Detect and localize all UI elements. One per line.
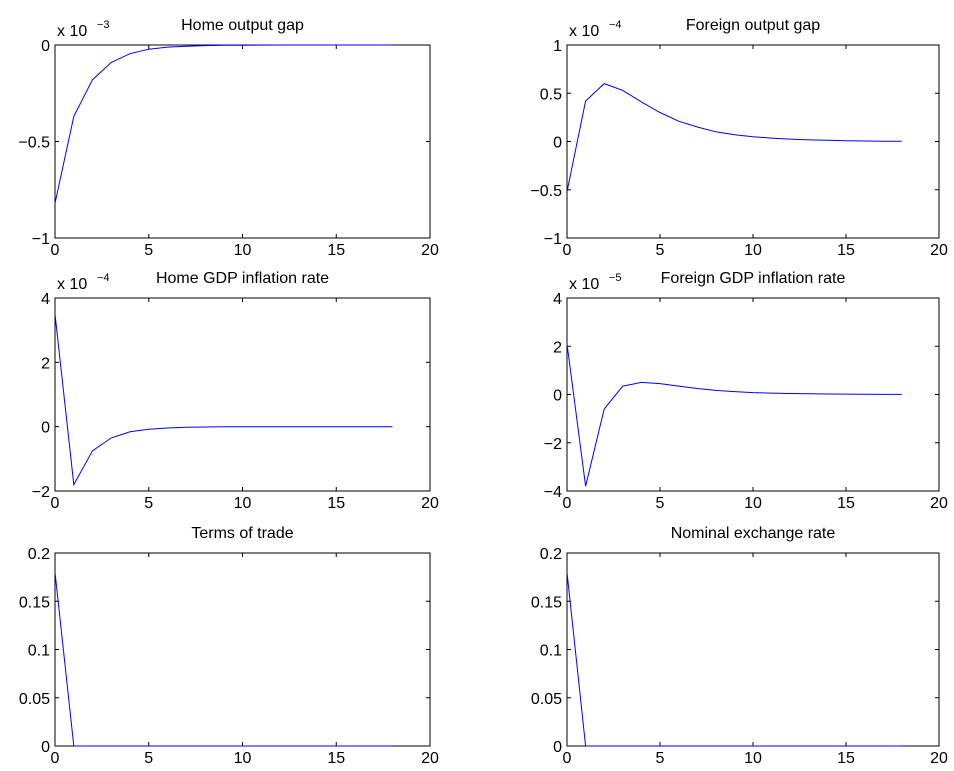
y-tick-label: 0.1 — [28, 643, 50, 660]
x-tick-label: 5 — [144, 242, 153, 259]
y-tick-label: 4 — [553, 291, 562, 308]
chart-title: Home GDP inflation rate — [156, 270, 329, 287]
y-tick-label: −0.5 — [18, 135, 50, 152]
x-tick-label: 15 — [837, 242, 855, 259]
x-tick-label: 0 — [563, 242, 572, 259]
chart-title: Foreign GDP inflation rate — [661, 270, 846, 287]
y-tick-label: 0 — [41, 38, 50, 55]
axis-exponent-power: −4 — [609, 19, 622, 31]
x-tick-label: 0 — [563, 495, 572, 512]
series-line — [566, 343, 902, 487]
y-tick-label: 0.05 — [19, 691, 50, 708]
x-tick-label: 10 — [744, 495, 762, 512]
y-tick-label: 2 — [553, 339, 562, 356]
x-tick-label: 5 — [656, 750, 665, 767]
y-tick-label: 0 — [553, 388, 562, 405]
axis-exponent-power: −5 — [609, 272, 622, 284]
axis-exponent-power: −4 — [97, 272, 110, 284]
x-tick-label: 5 — [656, 242, 665, 259]
y-tick-label: 0 — [553, 135, 562, 152]
y-tick-label: 0.5 — [540, 86, 562, 103]
x-tick-label: 10 — [744, 750, 762, 767]
plot-area — [54, 297, 431, 492]
x-tick-label: 10 — [744, 242, 762, 259]
y-tick-label: 0 — [553, 739, 562, 756]
axis-exponent-label: x 10 — [57, 276, 87, 293]
chart-panel-5: 0 5 10 15 20 0 0.05 0.1 0.15 0.2 Terms of trade — [19, 525, 439, 767]
x-tick-label: 20 — [930, 750, 948, 767]
x-tick-label: 10 — [234, 750, 252, 767]
y-tick-label: −4 — [544, 484, 562, 501]
series-line — [566, 572, 902, 747]
chart-panel-2: 0 5 10 15 20 −1 −0.5 0 0.5 1 x 10 −4 Foreign output … — [530, 17, 948, 259]
axis-exponent-label: x 10 — [569, 23, 599, 40]
x-tick-label: 20 — [930, 495, 948, 512]
chart-panel-4: 0 5 10 15 20 −4 −2 0 2 4 x 10 −5 Foreign GDP inflati… — [544, 270, 948, 512]
x-tick-label: 15 — [327, 750, 345, 767]
y-tick-label: 4 — [41, 291, 50, 308]
chart-title: Nominal exchange rate — [671, 525, 836, 542]
x-tick-label: 10 — [234, 242, 252, 259]
y-tick-label: −1 — [544, 231, 562, 248]
y-tick-label: 0.15 — [19, 594, 50, 611]
y-tick-label: 0.2 — [540, 546, 562, 563]
y-tick-label: 0.1 — [540, 643, 562, 660]
chart-title: Foreign output gap — [686, 17, 820, 34]
x-tick-label: 0 — [51, 495, 60, 512]
x-tick-label: 15 — [327, 495, 345, 512]
y-tick-label: −2 — [544, 436, 562, 453]
axis-exponent-label: x 10 — [57, 23, 87, 40]
chart-title: Terms of trade — [191, 525, 293, 542]
axis-exponent-power: −3 — [97, 19, 110, 31]
axis-exponent-label: x 10 — [569, 276, 599, 293]
x-tick-label: 0 — [563, 750, 572, 767]
plot-area — [54, 552, 431, 747]
chart-panel-1: 0 5 10 15 20 −1 −0.5 0 x 10 −3 Home output gap — [18, 17, 439, 259]
y-tick-label: 0.2 — [28, 546, 50, 563]
plot-area — [54, 44, 431, 239]
x-tick-label: 5 — [656, 495, 665, 512]
series-line — [54, 572, 393, 747]
x-tick-label: 0 — [51, 750, 60, 767]
x-tick-label: 15 — [837, 750, 855, 767]
series-line — [54, 44, 393, 204]
x-tick-label: 0 — [51, 242, 60, 259]
y-tick-label: −2 — [32, 484, 50, 501]
x-tick-label: 10 — [234, 495, 252, 512]
x-tick-label: 20 — [930, 242, 948, 259]
y-tick-label: 0.15 — [531, 594, 562, 611]
x-tick-label: 15 — [837, 495, 855, 512]
series-line — [566, 83, 902, 192]
plot-area — [566, 552, 940, 747]
x-tick-label: 5 — [144, 495, 153, 512]
y-tick-label: −1 — [32, 231, 50, 248]
x-tick-label: 20 — [421, 242, 439, 259]
chart-title: Home output gap — [181, 17, 304, 34]
y-tick-label: 0 — [41, 420, 50, 437]
y-tick-label: 1 — [553, 38, 562, 55]
y-tick-label: 0.05 — [531, 691, 562, 708]
x-tick-label: 15 — [327, 242, 345, 259]
y-tick-label: 2 — [41, 355, 50, 372]
x-tick-label: 5 — [144, 750, 153, 767]
series-line — [54, 314, 393, 487]
y-tick-label: 0 — [41, 739, 50, 756]
x-tick-label: 20 — [421, 750, 439, 767]
y-tick-label: −0.5 — [530, 183, 562, 200]
x-tick-label: 20 — [421, 495, 439, 512]
chart-panel-6: 0 5 10 15 20 0 0.05 0.1 0.15 0.2 Nominal exchange … — [531, 525, 948, 767]
